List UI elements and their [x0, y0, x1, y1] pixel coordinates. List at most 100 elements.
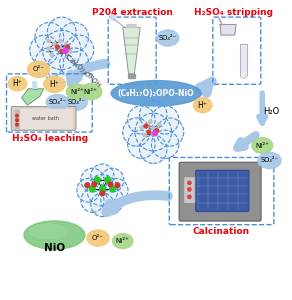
Circle shape: [50, 53, 53, 56]
Circle shape: [47, 47, 50, 50]
Circle shape: [63, 48, 68, 53]
Circle shape: [92, 182, 97, 187]
Circle shape: [157, 123, 161, 126]
Circle shape: [66, 45, 69, 49]
Circle shape: [151, 130, 179, 158]
Ellipse shape: [111, 81, 201, 106]
Text: P204 extraction: P204 extraction: [93, 8, 173, 17]
Circle shape: [85, 183, 90, 188]
Circle shape: [105, 178, 128, 202]
Circle shape: [81, 168, 104, 192]
Circle shape: [47, 39, 50, 43]
Circle shape: [55, 45, 59, 49]
Polygon shape: [33, 82, 37, 89]
FancyBboxPatch shape: [184, 177, 195, 203]
Circle shape: [60, 22, 88, 52]
Circle shape: [47, 53, 76, 83]
Circle shape: [100, 186, 105, 192]
Circle shape: [65, 42, 68, 46]
Text: H₂SO₄ stripping: H₂SO₄ stripping: [194, 8, 273, 17]
Text: Ni²⁺: Ni²⁺: [70, 89, 84, 95]
Circle shape: [108, 182, 113, 187]
Circle shape: [16, 123, 18, 126]
Circle shape: [140, 126, 143, 129]
Ellipse shape: [193, 98, 212, 113]
Circle shape: [59, 39, 62, 43]
FancyBboxPatch shape: [11, 106, 76, 130]
Circle shape: [128, 106, 155, 134]
Circle shape: [81, 189, 104, 212]
Ellipse shape: [157, 30, 179, 46]
Circle shape: [89, 186, 95, 192]
Circle shape: [135, 113, 172, 151]
Polygon shape: [20, 110, 72, 128]
Ellipse shape: [87, 230, 109, 246]
Circle shape: [155, 129, 159, 133]
Text: Ni²⁺: Ni²⁺: [116, 238, 130, 244]
Circle shape: [151, 106, 179, 134]
Text: SO₄²⁻: SO₄²⁻: [260, 158, 279, 164]
Circle shape: [152, 126, 155, 129]
Circle shape: [188, 188, 191, 191]
Ellipse shape: [252, 138, 273, 153]
Ellipse shape: [66, 84, 87, 100]
Text: H₂SO₄ leaching: H₂SO₄ leaching: [12, 134, 88, 143]
Circle shape: [87, 175, 118, 206]
Circle shape: [43, 30, 81, 70]
Circle shape: [30, 35, 58, 65]
FancyBboxPatch shape: [196, 170, 249, 211]
Ellipse shape: [8, 76, 27, 91]
Circle shape: [140, 135, 167, 164]
Ellipse shape: [80, 84, 102, 100]
Circle shape: [115, 183, 120, 188]
Circle shape: [35, 22, 64, 52]
Circle shape: [188, 195, 191, 199]
Circle shape: [91, 164, 114, 188]
Circle shape: [53, 42, 56, 46]
Circle shape: [60, 48, 88, 77]
Text: SO₄²⁻: SO₄²⁻: [67, 99, 85, 105]
Circle shape: [105, 177, 111, 183]
Text: H⁺: H⁺: [13, 79, 22, 88]
Polygon shape: [126, 25, 137, 28]
Circle shape: [140, 101, 167, 129]
Circle shape: [101, 168, 124, 192]
Text: Ni²⁺: Ni²⁺: [84, 89, 98, 95]
Circle shape: [16, 114, 18, 117]
Text: O²⁻: O²⁻: [32, 66, 44, 72]
Text: SO₄²⁻: SO₄²⁻: [159, 35, 177, 41]
Circle shape: [59, 47, 62, 50]
Text: H⁺: H⁺: [198, 101, 208, 110]
Polygon shape: [123, 28, 140, 74]
Circle shape: [91, 193, 114, 217]
Polygon shape: [15, 110, 19, 128]
Circle shape: [47, 17, 76, 47]
FancyBboxPatch shape: [179, 162, 261, 221]
Text: (C₈H₁₇O)₂OPO-NiO: (C₈H₁₇O)₂OPO-NiO: [118, 89, 194, 98]
Circle shape: [110, 186, 115, 192]
Polygon shape: [128, 74, 135, 78]
Ellipse shape: [65, 94, 87, 110]
Circle shape: [147, 130, 151, 134]
Circle shape: [188, 181, 191, 184]
Polygon shape: [220, 25, 236, 35]
Ellipse shape: [46, 94, 68, 110]
Circle shape: [143, 134, 146, 137]
Text: Calcination: Calcination: [193, 227, 250, 236]
Text: NiO: NiO: [44, 243, 65, 253]
Circle shape: [101, 189, 124, 212]
Text: water bath: water bath: [32, 116, 59, 122]
Circle shape: [144, 124, 148, 128]
Text: O²⁻: O²⁻: [92, 235, 104, 241]
Circle shape: [77, 178, 100, 202]
Text: Ni²⁺: Ni²⁺: [255, 142, 269, 148]
Polygon shape: [240, 44, 247, 75]
Polygon shape: [111, 16, 115, 20]
Circle shape: [94, 177, 100, 183]
Circle shape: [128, 130, 155, 158]
Circle shape: [146, 123, 149, 126]
Text: (C₄H₉O)₂OPOH: (C₄H₉O)₂OPOH: [62, 52, 102, 89]
Circle shape: [65, 35, 94, 65]
Circle shape: [16, 119, 18, 122]
Ellipse shape: [24, 221, 85, 249]
